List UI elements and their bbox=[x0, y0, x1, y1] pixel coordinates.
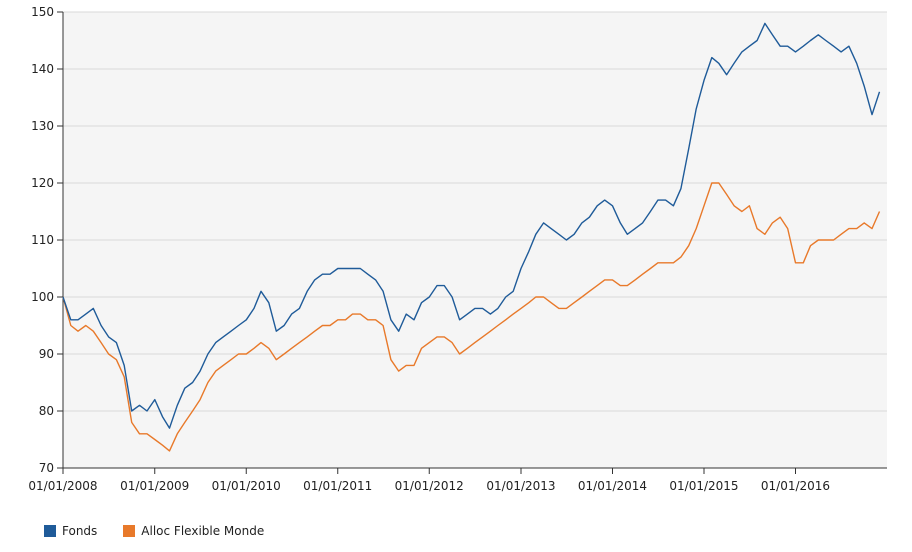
y-tick-label-150: 150 bbox=[31, 5, 54, 19]
x-tick-label-5: 01/01/2013 bbox=[486, 479, 555, 493]
series-line-alloc-flexible-monde bbox=[62, 182, 881, 452]
series-line-fonds bbox=[62, 22, 881, 429]
x-tick-label-2: 01/01/2010 bbox=[212, 479, 281, 493]
y-tick-label-130: 130 bbox=[31, 119, 54, 133]
y-tick-label-120: 120 bbox=[31, 176, 54, 190]
gridlines bbox=[63, 11, 887, 412]
series-lines bbox=[62, 22, 881, 452]
x-tick-label-8: 01/01/2016 bbox=[761, 479, 830, 493]
legend-item-alloc-flexible-monde: Alloc Flexible Monde bbox=[123, 524, 264, 538]
y-tick-label-110: 110 bbox=[31, 233, 54, 247]
legend-label-alloc-flexible-monde: Alloc Flexible Monde bbox=[141, 524, 265, 538]
x-tick-label-6: 01/01/2014 bbox=[578, 479, 647, 493]
legend-label-fonds: Fonds bbox=[62, 524, 98, 538]
x-tick-label-1: 01/01/2009 bbox=[120, 479, 189, 493]
y-tick-label-140: 140 bbox=[31, 62, 54, 76]
y-tick-label-70: 70 bbox=[39, 461, 54, 475]
y-tick-label-100: 100 bbox=[31, 290, 54, 304]
y-axis-ticks: 70 80 90 100 110 120 130 140 150 bbox=[31, 5, 63, 475]
x-tick-label-7: 01/01/2015 bbox=[669, 479, 738, 493]
x-tick-label-0: 01/01/2008 bbox=[28, 479, 97, 493]
legend: Fonds Alloc Flexible Monde bbox=[44, 524, 290, 538]
y-tick-label-80: 80 bbox=[39, 404, 54, 418]
x-tick-label-3: 01/01/2011 bbox=[303, 479, 372, 493]
x-tick-label-4: 01/01/2012 bbox=[395, 479, 464, 493]
y-tick-label-90: 90 bbox=[39, 347, 54, 361]
x-axis-ticks: 01/01/2008 01/01/2009 01/01/2010 01/01/2011… bbox=[28, 468, 830, 493]
legend-item-fonds: Fonds bbox=[44, 524, 97, 538]
legend-swatch-alloc-flexible-monde bbox=[123, 525, 136, 537]
legend-swatch-fonds bbox=[44, 525, 56, 537]
